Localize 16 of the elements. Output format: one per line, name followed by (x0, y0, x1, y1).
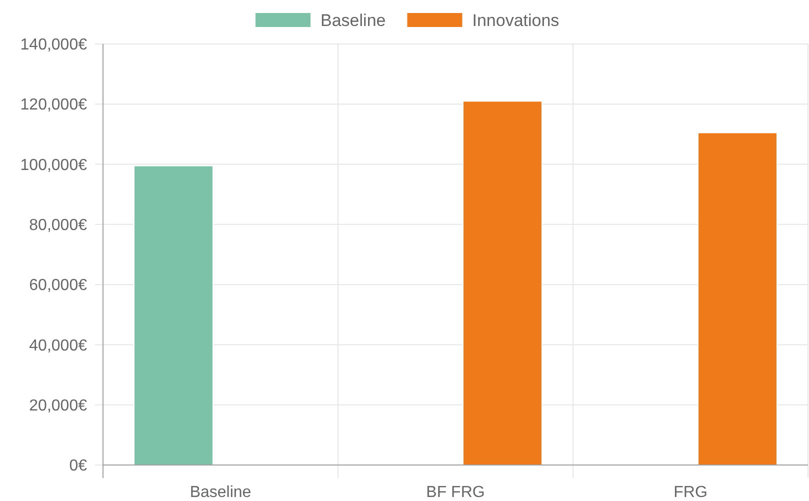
y-tick-label: 80,000€ (29, 217, 88, 234)
x-tick-label: BF FRG (426, 484, 485, 501)
y-tick-label: 140,000€ (20, 36, 88, 54)
y-tick-label: 120,000€ (20, 96, 88, 114)
legend-label: Innovations (472, 10, 560, 30)
y-tick-label: 100,000€ (20, 156, 88, 174)
bar (698, 132, 778, 466)
bar (462, 100, 542, 466)
bar (134, 165, 214, 466)
y-tick-label: 0€ (69, 458, 88, 475)
x-tick-label: FRG (674, 484, 708, 501)
y-tick-label: 40,000€ (29, 337, 88, 354)
legend-label: Baseline (320, 10, 386, 30)
y-tick-label: 60,000€ (29, 277, 88, 294)
x-tick-label: Baseline (190, 484, 252, 501)
y-tick-label: 20,000€ (29, 397, 88, 414)
